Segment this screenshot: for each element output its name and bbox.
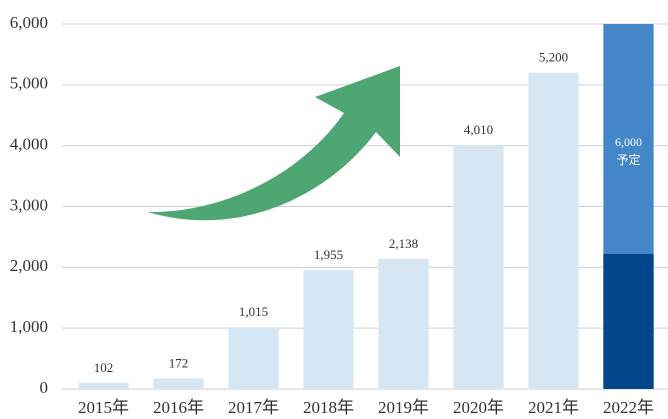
y-tick-label: 3,000 bbox=[10, 195, 48, 214]
x-tick-label: 2022年 bbox=[603, 398, 654, 417]
growth-arrow bbox=[148, 66, 400, 221]
x-tick-label: 2016年 bbox=[153, 398, 204, 417]
x-tick-label: 2018年 bbox=[303, 398, 354, 417]
value-label: 1,955 bbox=[314, 247, 343, 262]
bar-actual-part bbox=[603, 253, 654, 389]
bar bbox=[528, 72, 579, 390]
bar bbox=[453, 145, 504, 389]
bar bbox=[303, 270, 354, 389]
forecast-label: 予定 bbox=[616, 152, 640, 167]
bar bbox=[153, 378, 204, 389]
x-tick-label: 2019年 bbox=[378, 398, 429, 417]
value-label: 102 bbox=[94, 360, 114, 375]
x-tick-label: 2020年 bbox=[453, 398, 504, 417]
value-label: 5,200 bbox=[539, 50, 568, 65]
y-tick-label: 4,000 bbox=[10, 135, 48, 154]
value-label: 4,010 bbox=[464, 122, 493, 137]
value-label: 1,015 bbox=[239, 304, 268, 319]
bar bbox=[378, 258, 429, 389]
x-tick-label: 2021年 bbox=[528, 398, 579, 417]
value-label: 6,000 bbox=[615, 135, 642, 149]
y-tick-label: 0 bbox=[40, 378, 49, 397]
y-tick-label: 5,000 bbox=[10, 74, 48, 93]
value-label: 172 bbox=[169, 356, 189, 371]
y-tick-label: 6,000 bbox=[10, 13, 48, 32]
value-label: 2,138 bbox=[389, 236, 418, 251]
x-tick-label: 2015年 bbox=[78, 398, 129, 417]
bar bbox=[78, 382, 129, 389]
x-tick-label: 2017年 bbox=[228, 398, 279, 417]
y-tick-label: 2,000 bbox=[10, 256, 48, 275]
bar bbox=[228, 327, 279, 389]
y-tick-label: 1,000 bbox=[10, 317, 48, 336]
